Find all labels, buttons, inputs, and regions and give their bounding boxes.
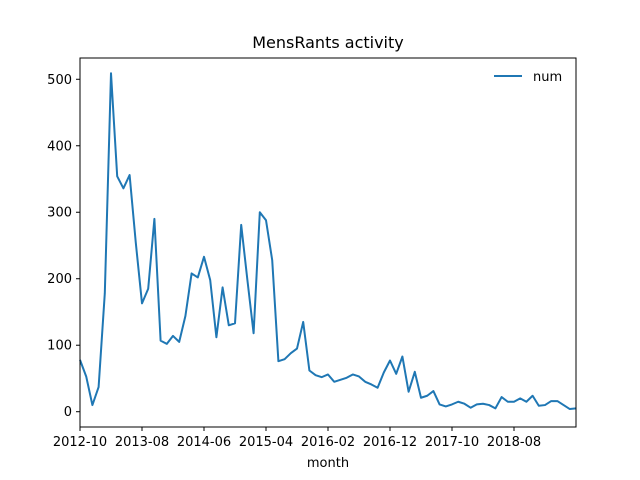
y-tick-label: 200 (47, 272, 72, 287)
x-tick-label: 2014-06 (177, 435, 231, 450)
x-tick-label: 2018-08 (487, 435, 541, 450)
series-line-num (79, 72, 577, 411)
chart-title: MensRants activity (252, 33, 404, 52)
x-tick-label: 2013-08 (115, 435, 169, 450)
y-tick-label: 100 (47, 339, 72, 354)
plot-area (79, 72, 577, 411)
x-tick-label: 2015-04 (239, 435, 293, 450)
x-tick-label: 2017-10 (425, 435, 479, 450)
y-tick-label: 500 (47, 73, 72, 88)
y-axis: 0 100 200 300 400 500 (47, 73, 80, 420)
x-tick-label: 2012-10 (53, 435, 107, 450)
x-axis: 2012-10 2013-08 2014-06 2015-04 2016-02 2016-… (53, 427, 541, 450)
x-tick-label: 2016-12 (363, 435, 417, 450)
y-tick-label: 300 (47, 206, 72, 221)
x-tick-label: 2016-02 (301, 435, 355, 450)
y-tick-label: 0 (64, 405, 72, 420)
x-axis-label: month (307, 456, 349, 471)
plot-frame (79, 57, 577, 428)
legend-label: num (533, 70, 562, 85)
y-tick-label: 400 (47, 139, 72, 154)
legend: num (494, 70, 562, 85)
